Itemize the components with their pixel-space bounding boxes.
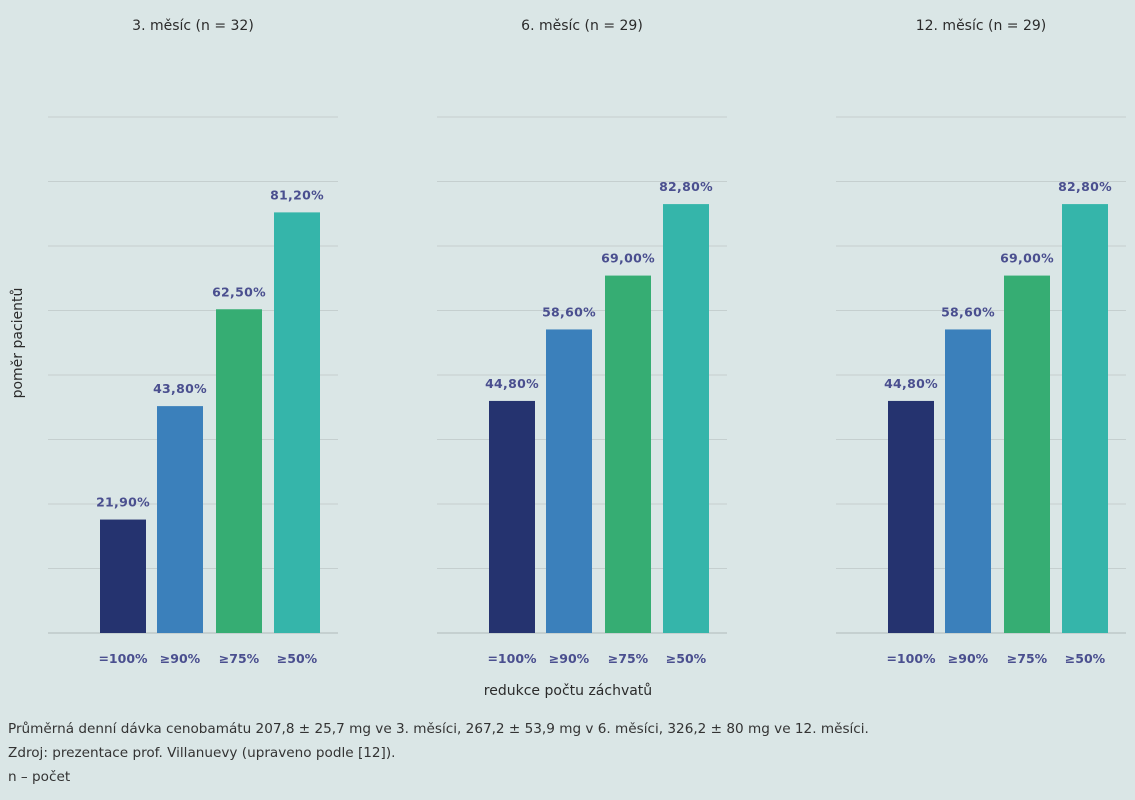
footnote-dose: Průměrná denní dávka cenobamátu 207,8 ± … [8, 721, 869, 737]
panel-3-value-label-2: 58,60% [941, 304, 995, 319]
panel-3-category-label-3: ≥75% [1007, 651, 1048, 666]
panel-1-bar-2 [157, 406, 203, 633]
footnote-n-definition: n – počet [8, 769, 71, 785]
panel-1-category-label-3: ≥75% [219, 651, 260, 666]
panel-1-title: 3. měsíc (n = 32) [132, 18, 254, 34]
panel-1-category-label-1: =100% [98, 651, 148, 666]
panel-3-category-label-4: ≥50% [1065, 651, 1106, 666]
panel-3-bar-1 [888, 400, 934, 633]
panel-1-value-label-2: 43,80% [153, 381, 207, 396]
panel-2-value-label-3: 69,00% [601, 251, 655, 266]
panel-1-value-label-4: 81,20% [270, 187, 324, 202]
panel-3-category-label-1: =100% [886, 651, 936, 666]
panel-1-value-label-1: 21,90% [96, 495, 150, 510]
x-axis-label: redukce počtu záchvatů [484, 683, 652, 699]
panel-1-category-label-2: ≥90% [160, 651, 201, 666]
panel-3-category-label-2: ≥90% [948, 651, 989, 666]
panel-2-category-label-4: ≥50% [666, 651, 707, 666]
panel-3-title: 12. měsíc (n = 29) [916, 18, 1047, 34]
panel-2-category-label-1: =100% [487, 651, 537, 666]
panel-2-bar-4 [663, 204, 709, 633]
panel-2-category-label-3: ≥75% [608, 651, 649, 666]
panel-1-value-label-3: 62,50% [212, 284, 266, 299]
panel-2-value-label-1: 44,80% [485, 376, 539, 391]
panel-2-category-label-2: ≥90% [549, 651, 590, 666]
footnote-source: Zdroj: prezentace prof. Villanuevy (upra… [8, 745, 396, 761]
panel-3-value-label-1: 44,80% [884, 376, 938, 391]
panel-2-title: 6. měsíc (n = 29) [521, 18, 643, 34]
panel-1-category-label-4: ≥50% [277, 651, 318, 666]
panel-3-value-label-4: 82,80% [1058, 179, 1112, 194]
y-axis-label: poměr pacientů [10, 288, 26, 399]
panel-3-value-label-3: 69,00% [1000, 251, 1054, 266]
panel-3-bar-2 [945, 329, 991, 633]
panel-1-bar-3 [216, 309, 262, 633]
panel-2-bar-3 [605, 275, 651, 633]
panel-2-bar-2 [546, 329, 592, 633]
panel-1-bar-1 [100, 519, 146, 633]
footnotes: Průměrná denní dávka cenobamátu 207,8 ± … [8, 717, 869, 789]
panel-3-bar-4 [1062, 204, 1108, 633]
panel-2-value-label-2: 58,60% [542, 304, 596, 319]
chart-svg: poměr pacientů redukce počtu záchvatů 3.… [10, 18, 1126, 699]
panel-3-bar-3 [1004, 275, 1050, 633]
panel-2-value-label-4: 82,80% [659, 179, 713, 194]
panel-1-bar-4 [274, 212, 320, 633]
panel-2-bar-1 [489, 400, 535, 633]
